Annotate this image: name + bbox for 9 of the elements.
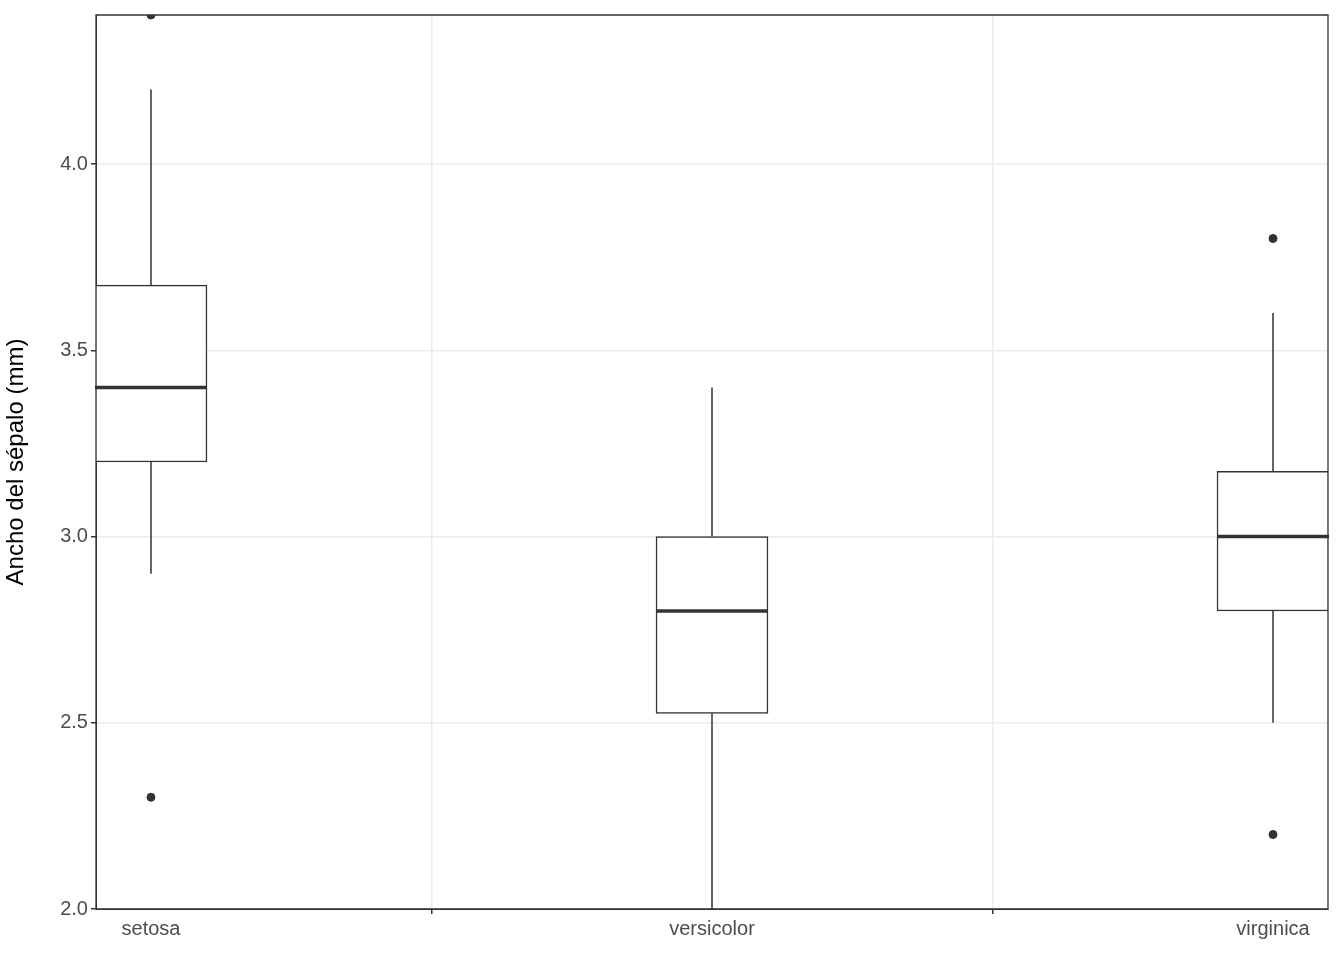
y-axis-title: Ancho del sépalo (mm) [1,338,29,586]
x-tick-label: versicolor [669,916,756,939]
y-tick-label: 4.0 [60,151,88,174]
x-tick-label: setosa [121,916,182,939]
y-tick-label: 2.0 [60,896,88,919]
y-tick-label: 2.5 [60,710,88,733]
y-tick-label: 3.0 [60,524,88,547]
y-tick-label: 3.5 [60,337,88,360]
x-tick-label: virginica [1236,916,1311,939]
